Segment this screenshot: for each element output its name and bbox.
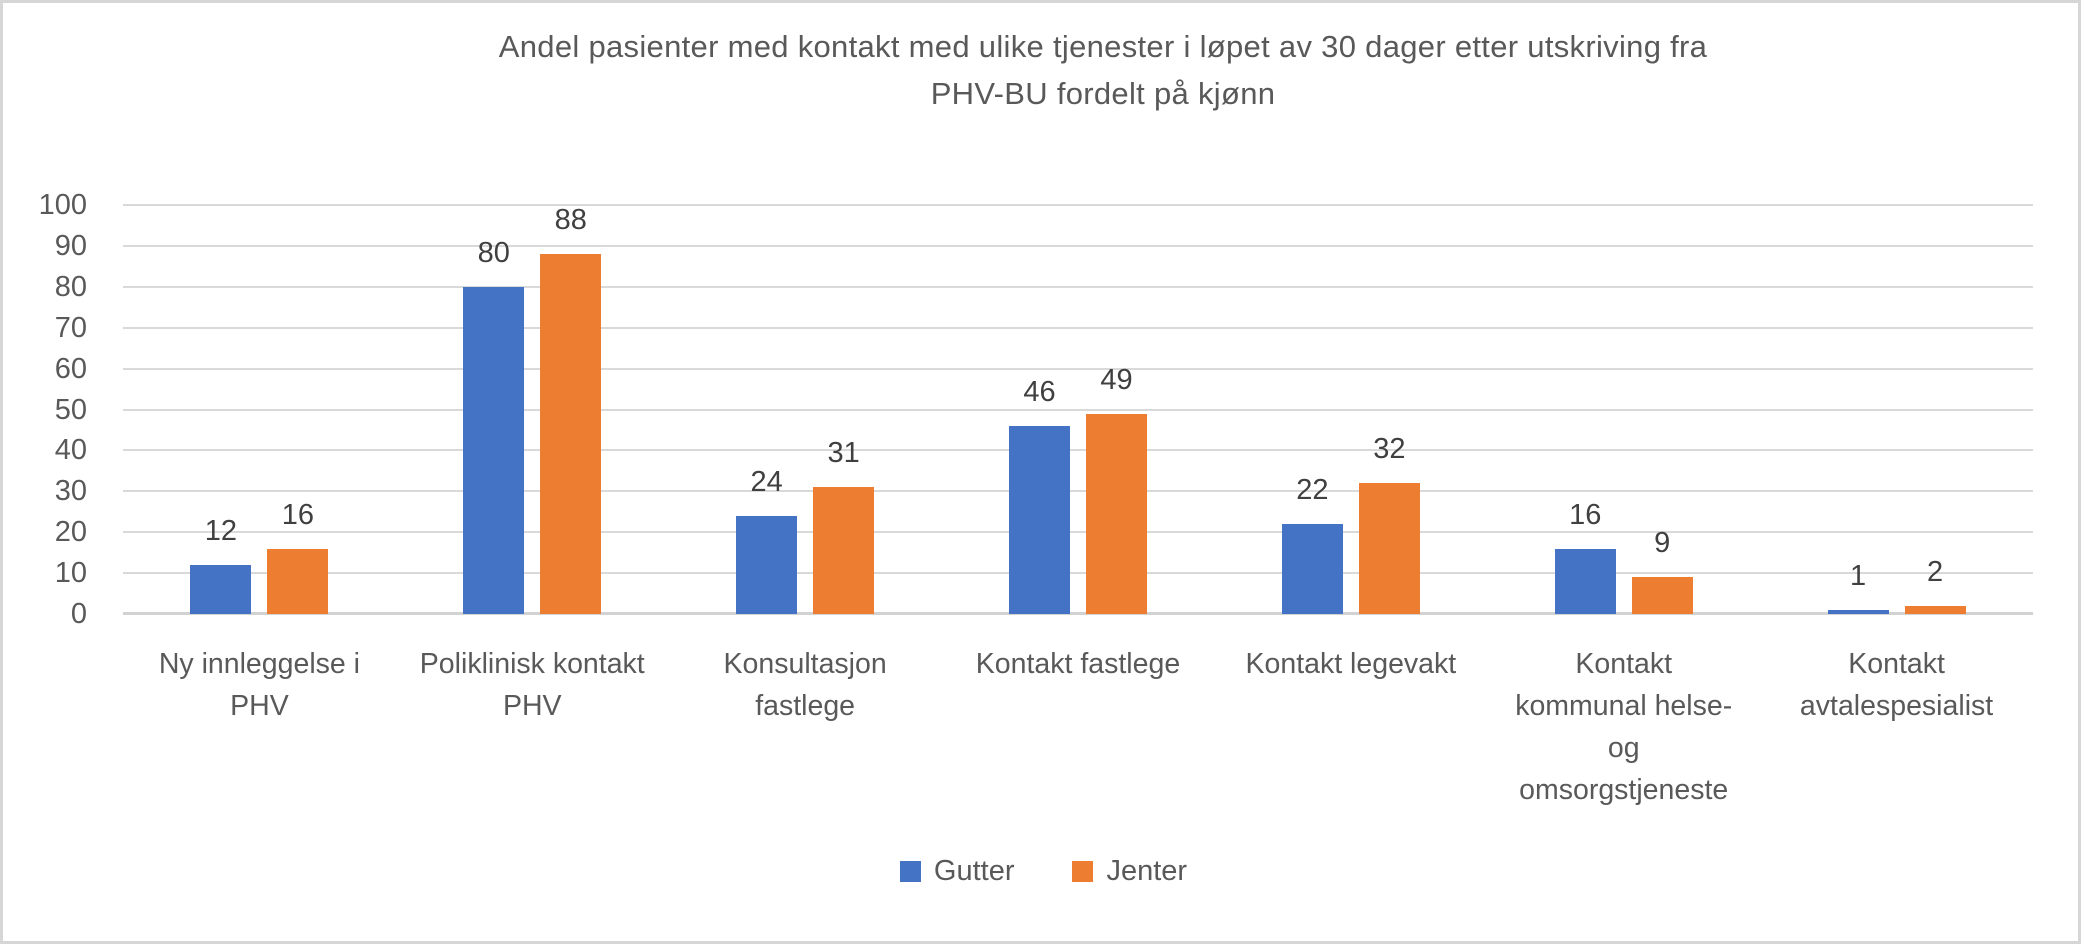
y-axis-tick-label: 90 [54, 229, 87, 262]
bar-value-label-gutter-6: 16 [1569, 498, 1602, 531]
bar-group-1: 12 16 [123, 205, 396, 614]
x-axis-category-label-7: Kontakt avtalespesialist [1799, 648, 1994, 722]
y-axis-tick-label: 20 [54, 516, 87, 549]
gridline [123, 408, 2033, 411]
bar-group-6: 16 9 [1487, 205, 1760, 614]
bar-jenter-4 [1085, 413, 1147, 614]
legend-swatch-jenter [1072, 861, 1094, 882]
x-axis-category-label-6: Kontakt kommunal helse- og omsorgstjenes… [1515, 648, 1733, 806]
bar-jenter-7 [1904, 605, 1966, 614]
legend-item-jenter: Jenter [1072, 855, 1187, 888]
y-axis-tick-label: 100 [38, 189, 87, 221]
bar-jenter-3 [813, 487, 875, 614]
gridline [123, 490, 2033, 493]
bar-gutter-4 [1008, 425, 1070, 614]
bar-value-label-jenter-2: 88 [554, 204, 587, 237]
bar-gutter-7 [1827, 609, 1889, 614]
bar-jenter-2 [540, 254, 602, 614]
bar-group-3: 24 31 [669, 205, 942, 614]
bar-gutter-6 [1554, 548, 1616, 614]
bar-jenter-5 [1358, 483, 1420, 614]
bar-value-label-gutter-3: 24 [750, 465, 783, 498]
x-axis-category-label-4: Kontakt fastlege [975, 648, 1181, 680]
y-axis-tick-label: 10 [54, 557, 87, 590]
bar-value-label-gutter-2: 80 [477, 236, 510, 269]
gridline [123, 367, 2033, 370]
bar-value-label-jenter-5: 32 [1373, 433, 1406, 466]
bar-group-4: 46 49 [942, 205, 1215, 614]
legend-label-jenter: Jenter [1106, 855, 1188, 887]
y-axis-tick-label: 80 [54, 270, 87, 303]
bar-gutter-1 [190, 564, 252, 614]
plot-area: 12 16 80 88 24 31 46 49 22 32 16 9 1 2 [123, 204, 2033, 615]
bar-gutter-3 [736, 515, 798, 614]
gridline [123, 531, 2033, 534]
bar-gutter-2 [463, 286, 525, 614]
bar-value-label-jenter-1: 16 [281, 498, 315, 531]
gridline [123, 204, 2033, 206]
bar-value-label-jenter-6: 9 [1654, 527, 1671, 560]
bar-value-label-jenter-4: 49 [1100, 363, 1133, 396]
x-axis-category-label-3: Konsultasjon fastlege [723, 648, 887, 722]
gridline [123, 572, 2033, 575]
x-axis-category-label-1: Ny innleggelse i PHV [158, 648, 361, 722]
bar-gutter-5 [1281, 524, 1343, 614]
y-axis-tick-label: 0 [70, 598, 87, 630]
bar-value-label-jenter-7: 2 [1926, 555, 1944, 588]
gridline [123, 285, 2033, 288]
bar-jenter-6 [1631, 577, 1693, 614]
bar-value-label-gutter-5: 22 [1296, 474, 1329, 507]
x-axis-category-label-2: Poliklinisk kontakt PHV [419, 648, 645, 722]
y-axis-tick-label: 40 [54, 434, 87, 467]
bar-jenter-1 [267, 548, 329, 614]
bar-group-5: 22 32 [1214, 205, 1487, 614]
bar-value-label-gutter-4: 46 [1023, 375, 1056, 408]
gridline [123, 449, 2033, 452]
x-axis-category-label-5: Kontakt legevakt [1245, 648, 1457, 680]
bar-value-label-jenter-3: 31 [827, 437, 860, 470]
legend: Gutter Jenter [3, 855, 2078, 888]
bar-value-label-gutter-1: 12 [204, 514, 238, 547]
x-axis-line [123, 612, 2033, 615]
chart-title-line-2: PHV-BU fordelt på kjønn [930, 76, 1276, 111]
y-axis-tick-label: 50 [54, 393, 87, 426]
legend-swatch-gutter [899, 861, 921, 882]
y-axis-tick-label: 70 [54, 311, 87, 344]
y-axis-tick-label: 60 [54, 352, 87, 385]
gridline [123, 244, 2033, 247]
legend-label-gutter: Gutter [933, 855, 1015, 887]
y-axis-tick-label: 30 [54, 475, 87, 508]
legend-item-gutter: Gutter [899, 855, 1015, 888]
bar-value-label-gutter-7: 1 [1849, 559, 1867, 592]
gridline [123, 326, 2033, 329]
chart-title-line-1: Andel pasienter med kontakt med ulike tj… [498, 29, 1708, 64]
chart-title: Andel pasienter med kontakt med ulike tj… [123, 23, 2078, 117]
bar-group-2: 80 88 [396, 204, 669, 614]
